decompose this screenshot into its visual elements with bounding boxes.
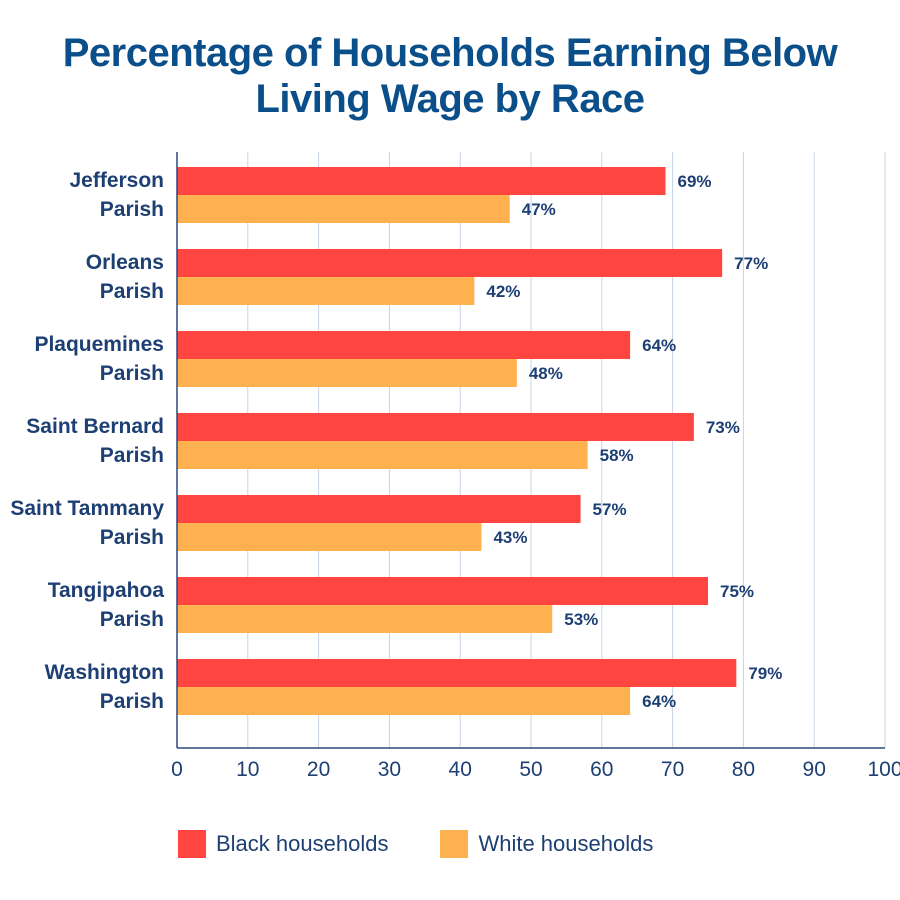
category-label: Orleans — [86, 251, 164, 274]
bar-black — [177, 249, 723, 277]
category-label: Plaquemines — [34, 333, 164, 356]
category-label: Saint Bernard — [26, 415, 164, 438]
x-tick-label: 0 — [171, 758, 183, 781]
bar-white — [177, 359, 517, 387]
bar-value-label: 48% — [529, 364, 563, 383]
value-labels: 69% 47% 77% 42% 64% 48% 73% 58% 57% 43% 75% 53% 79% 6… — [486, 172, 782, 711]
bar-value-label: 57% — [593, 500, 627, 519]
x-tick-label: 80 — [732, 758, 755, 781]
bar-value-label: 73% — [706, 418, 740, 437]
bar-value-label: 43% — [493, 528, 527, 547]
category-label: Parish — [100, 280, 164, 303]
bar-white — [177, 195, 510, 223]
category-label: Parish — [100, 526, 164, 549]
x-tick-label: 30 — [378, 758, 401, 781]
chart-title-line-1: Percentage of Households Earning Below — [62, 31, 838, 75]
bar-value-label: 47% — [522, 200, 556, 219]
bar-white — [177, 605, 553, 633]
x-tick-label: 90 — [803, 758, 826, 781]
legend: Black households White households — [178, 830, 653, 858]
x-tick-label: 100 — [867, 758, 900, 781]
bar-white — [177, 523, 482, 551]
x-tick-label: 70 — [661, 758, 684, 781]
bar-black — [177, 577, 708, 605]
bar-value-label: 77% — [734, 254, 768, 273]
bars — [177, 167, 737, 715]
category-label: Jefferson — [69, 169, 164, 192]
x-tick-label: 20 — [307, 758, 330, 781]
category-label: Tangipahoa — [48, 579, 165, 602]
chart-title-line-2: Living Wage by Race — [255, 77, 645, 121]
category-label: Saint Tammany — [10, 497, 164, 520]
bar-black — [177, 659, 737, 687]
legend-label-black: Black households — [216, 831, 389, 856]
legend-item-white-households: White households — [440, 830, 653, 858]
x-tick-label: 10 — [236, 758, 259, 781]
bar-black — [177, 331, 631, 359]
legend-item-black-households: Black households — [178, 830, 388, 858]
category-label: Parish — [100, 444, 164, 467]
bar-value-label: 64% — [642, 692, 676, 711]
category-label: Washington — [45, 661, 164, 684]
bar-value-label: 69% — [678, 172, 712, 191]
x-tick-label: 50 — [519, 758, 542, 781]
category-label: Parish — [100, 608, 164, 631]
bar-value-label: 64% — [642, 336, 676, 355]
category-label: Parish — [100, 690, 164, 713]
bar-value-label: 75% — [720, 582, 754, 601]
category-label: Parish — [100, 362, 164, 385]
bar-black — [177, 167, 666, 195]
x-tick-label: 60 — [590, 758, 613, 781]
x-tick-labels: 0 10 20 30 40 50 60 70 80 90 100 — [171, 758, 900, 781]
bar-black — [177, 495, 581, 523]
legend-swatch-white — [440, 830, 469, 858]
bar-value-label: 79% — [748, 664, 782, 683]
bar-white — [177, 277, 475, 305]
x-tick-label: 40 — [449, 758, 472, 781]
bar-value-label: 58% — [600, 446, 634, 465]
category-label: Parish — [100, 198, 164, 221]
legend-swatch-black — [178, 830, 206, 858]
bar-white — [177, 441, 588, 469]
bar-white — [177, 687, 631, 715]
legend-label-white: White households — [478, 831, 654, 856]
chart-title: Percentage of Households Earning Below L… — [0, 30, 900, 122]
bar-value-label: 42% — [486, 282, 520, 301]
category-labels: Jefferson Parish Orleans Parish Plaquemines P… — [10, 169, 164, 713]
bar-value-label: 53% — [564, 610, 598, 629]
bar-black — [177, 413, 694, 441]
